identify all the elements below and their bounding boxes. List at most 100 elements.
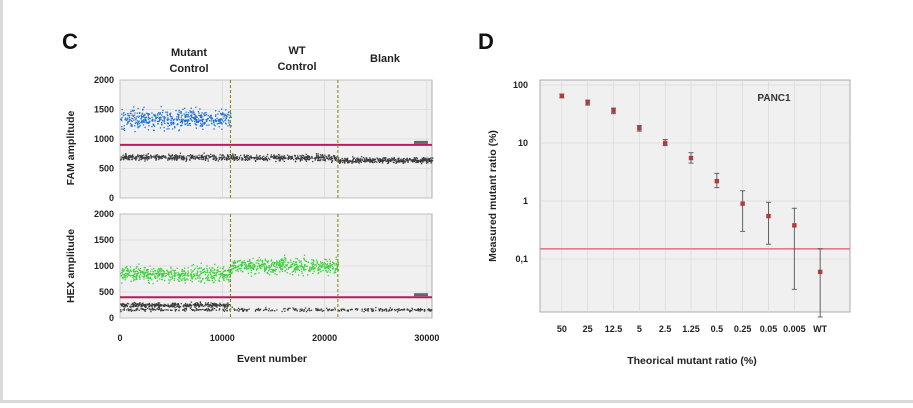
hex-ylabel: HEX amplitude	[65, 229, 77, 303]
fam-droplet	[198, 157, 200, 159]
fam-droplet	[208, 156, 210, 158]
panel-c: C Mutant Control WT Control Blank 050010…	[62, 29, 439, 365]
hex-droplet	[295, 257, 297, 260]
fam-droplet	[230, 157, 233, 160]
fam-droplet	[395, 160, 397, 163]
hex-droplet	[126, 302, 129, 305]
hex-droplet	[214, 279, 217, 281]
fam-droplet	[256, 154, 258, 156]
hex-droplet	[123, 308, 126, 310]
hex-droplet	[136, 274, 138, 276]
hex-droplet	[273, 270, 275, 272]
panel-d-x-tick-label: 0.005	[783, 324, 806, 334]
hex-droplet	[249, 268, 251, 270]
hex-droplet	[233, 309, 236, 311]
fam-droplet	[184, 115, 186, 117]
fam-droplet	[156, 120, 159, 123]
fam-droplet	[171, 117, 173, 120]
fam-droplet	[421, 160, 423, 162]
hex-droplet	[226, 309, 228, 312]
hex-droplet	[176, 267, 178, 269]
hex-droplet	[206, 269, 209, 271]
hex-droplet	[428, 308, 430, 310]
fam-droplet	[130, 110, 132, 112]
fam-droplet	[138, 123, 140, 125]
fam-droplet	[321, 154, 324, 156]
hex-droplet	[251, 267, 254, 270]
fam-droplet	[299, 160, 301, 162]
hex-droplet	[258, 264, 260, 267]
hex-droplet	[227, 303, 229, 305]
hex-droplet	[259, 264, 261, 267]
hex-droplet	[248, 264, 250, 267]
hex-droplet	[323, 266, 326, 268]
hex-droplet	[234, 265, 236, 267]
fam-droplet	[199, 115, 202, 118]
fam-droplet	[222, 113, 225, 115]
fam-droplet	[315, 157, 317, 159]
fam-droplet	[221, 128, 223, 130]
hex-droplet	[215, 272, 217, 274]
hex-droplet	[184, 274, 186, 277]
hex-droplet	[151, 268, 153, 270]
hex-droplet	[249, 264, 251, 267]
hex-droplet	[347, 310, 349, 312]
fam-droplet	[426, 160, 428, 163]
hex-droplet	[424, 309, 426, 311]
fam-droplet	[221, 122, 223, 124]
hex-droplet	[235, 261, 237, 264]
fam-droplet	[201, 156, 204, 159]
fam-droplet	[304, 159, 306, 161]
hex-droplet	[340, 309, 342, 311]
hex-droplet	[350, 308, 352, 311]
fam-droplet	[339, 162, 341, 164]
hex-droplet	[242, 309, 245, 312]
hex-droplet	[265, 265, 268, 267]
fam-droplet	[146, 159, 148, 161]
fam-droplet	[138, 120, 140, 122]
fam-droplet	[218, 126, 220, 128]
fam-droplet	[187, 114, 190, 116]
fam-droplet	[431, 159, 434, 162]
fam-droplet	[417, 161, 419, 163]
fam-droplet	[246, 156, 249, 158]
fam-droplet	[279, 156, 281, 158]
hex-droplet	[164, 275, 166, 278]
fam-droplet	[185, 160, 187, 162]
fam-droplet	[192, 117, 194, 119]
fam-droplet	[128, 120, 130, 122]
fam-droplet	[222, 112, 224, 114]
hex-droplet	[371, 308, 373, 311]
hex-droplet	[202, 268, 205, 270]
hex-droplet	[283, 308, 285, 310]
hex-droplet	[312, 259, 314, 261]
hex-droplet	[160, 274, 163, 276]
fam-droplet	[127, 117, 129, 119]
fam-droplet	[245, 158, 248, 161]
hex-droplet	[197, 275, 199, 277]
hex-droplet	[311, 264, 313, 266]
fam-droplet	[343, 159, 345, 161]
fam-droplet	[364, 159, 366, 161]
hex-droplet	[188, 305, 190, 307]
hex-droplet	[198, 277, 200, 279]
hex-droplet	[252, 263, 254, 265]
fam-droplet	[378, 160, 381, 162]
hex-droplet	[227, 304, 229, 306]
hex-droplet	[315, 308, 317, 310]
hex-droplet	[261, 263, 263, 265]
hex-droplet	[273, 269, 275, 271]
fam-droplet	[167, 125, 169, 127]
fam-droplet	[136, 115, 138, 118]
hex-droplet	[175, 272, 177, 274]
hex-droplet	[296, 310, 298, 312]
hex-droplet	[387, 310, 390, 312]
hex-droplet	[202, 308, 204, 311]
hex-droplet	[273, 261, 276, 264]
hex-droplet	[147, 268, 149, 271]
hex-droplet	[327, 267, 329, 269]
hex-droplet	[292, 262, 294, 264]
hex-droplet	[137, 272, 140, 274]
hex-droplet	[168, 282, 170, 284]
hex-droplet	[134, 305, 137, 307]
